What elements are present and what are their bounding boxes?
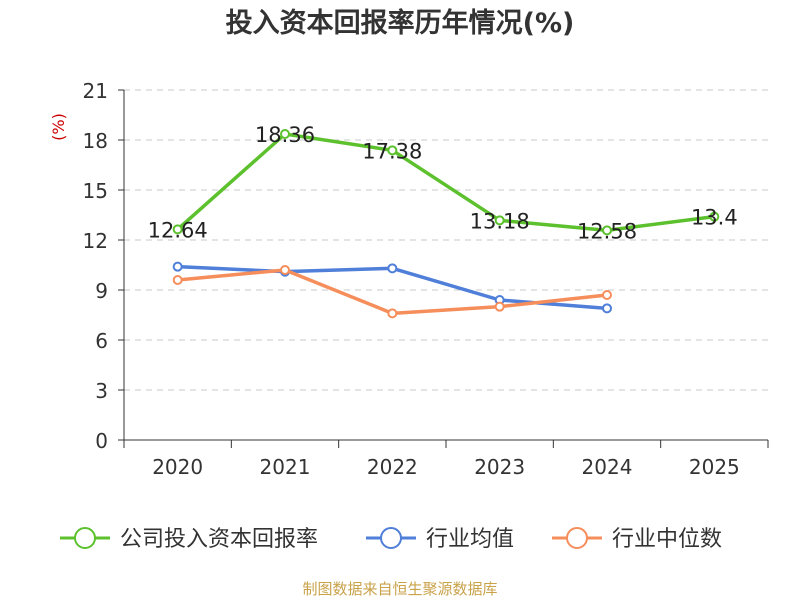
y-axis-label: (%): [49, 113, 68, 141]
x-tick-label-2021: 2021: [260, 455, 311, 479]
chart-title: 投入资本回报率历年情况(%): [226, 7, 575, 39]
legend-label: 行业中位数: [612, 527, 722, 552]
grid-lines: [124, 89, 768, 391]
data-point[interactable]: [172, 275, 183, 285]
data-point[interactable]: [172, 261, 183, 272]
data-label: 12.64: [148, 218, 208, 242]
x-tick-label-2020: 2020: [152, 455, 203, 479]
data-point[interactable]: [387, 263, 398, 274]
y-tick-label: 15: [83, 179, 108, 203]
data-label: 13.18: [470, 209, 530, 233]
data-point[interactable]: [280, 129, 290, 139]
data-point[interactable]: [602, 225, 612, 236]
data-point[interactable]: [494, 215, 505, 226]
y-tick-label: 21: [83, 79, 108, 103]
y-tick-label: 3: [95, 379, 108, 403]
series-layer: [172, 129, 720, 319]
y-tick-label: 9: [95, 279, 108, 303]
legend-marker: [74, 527, 96, 549]
y-tick-label: 6: [95, 329, 108, 353]
data-label: 18.36: [255, 123, 315, 147]
legend-label: 行业均值: [426, 527, 514, 552]
source-note: 制图数据来自恒生聚源数据库: [302, 580, 497, 598]
data-point[interactable]: [602, 303, 612, 314]
data-point[interactable]: [709, 211, 720, 222]
series-1: [172, 129, 720, 236]
data-point[interactable]: [602, 290, 612, 300]
y-tick-label: 0: [95, 429, 108, 453]
series-line: [177, 268, 608, 316]
legend[interactable]: 公司投入资本回报率 行业均值 行业中位数: [60, 527, 722, 552]
y-tick-label: 12: [83, 229, 108, 253]
x-tick-label-2022: 2022: [367, 455, 418, 479]
data-label: 13.4: [691, 206, 738, 230]
data-label: 12.58: [577, 219, 637, 243]
data-labels: 12.64 18.36 17.38 13.18 12.58 13.4: [148, 123, 738, 243]
legend-item-3[interactable]: 行业中位数: [552, 527, 722, 552]
legend-marker: [566, 527, 588, 549]
data-point[interactable]: [172, 224, 183, 235]
legend-item-2[interactable]: 行业均值: [366, 527, 514, 552]
legend-label: 公司投入资本回报率: [120, 527, 318, 552]
x-tick-label-2025: 2025: [689, 455, 740, 479]
series-2: [172, 261, 612, 314]
axes: 0 3 6 9 12 15 18 21 2020 2021 2022 2023 2024 2025: [83, 79, 769, 479]
data-label: 17.38: [362, 139, 422, 163]
y-tick-label: 18: [83, 129, 108, 153]
data-point[interactable]: [387, 145, 398, 156]
x-tick-label-2023: 2023: [474, 455, 525, 479]
data-point[interactable]: [387, 308, 398, 319]
legend-item-1[interactable]: 公司投入资本回报率: [60, 527, 318, 552]
data-point[interactable]: [280, 265, 290, 275]
legend-marker: [380, 527, 402, 549]
data-point[interactable]: [494, 301, 505, 312]
series-line: [176, 132, 715, 233]
x-tick-label-2024: 2024: [582, 455, 633, 479]
series-3: [172, 265, 612, 319]
